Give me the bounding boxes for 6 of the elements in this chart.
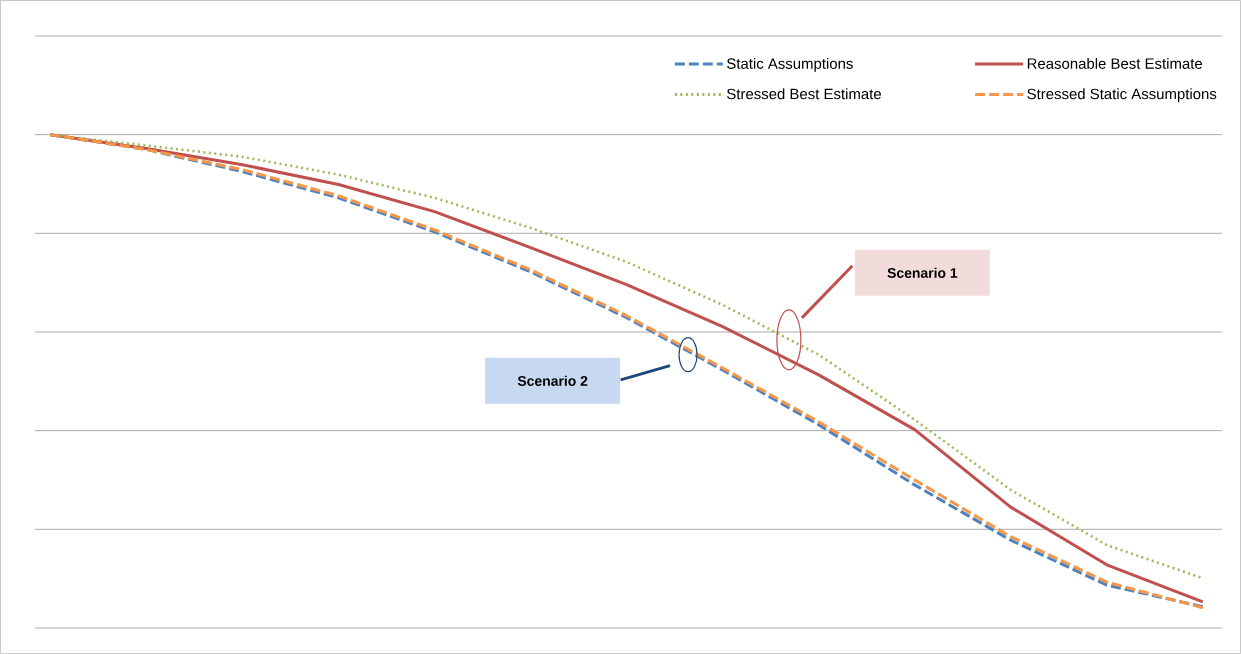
legend-label: Stressed Static Assumptions [1027,88,1217,103]
legend-label: Static Assumptions [727,57,853,72]
legend-label: Reasonable Best Estimate [1027,57,1203,69]
legend-label: Stressed Best Estimate [727,88,881,100]
annotation: Scenario 2 [517,375,588,386]
annotation: Scenario 1 [887,267,958,278]
